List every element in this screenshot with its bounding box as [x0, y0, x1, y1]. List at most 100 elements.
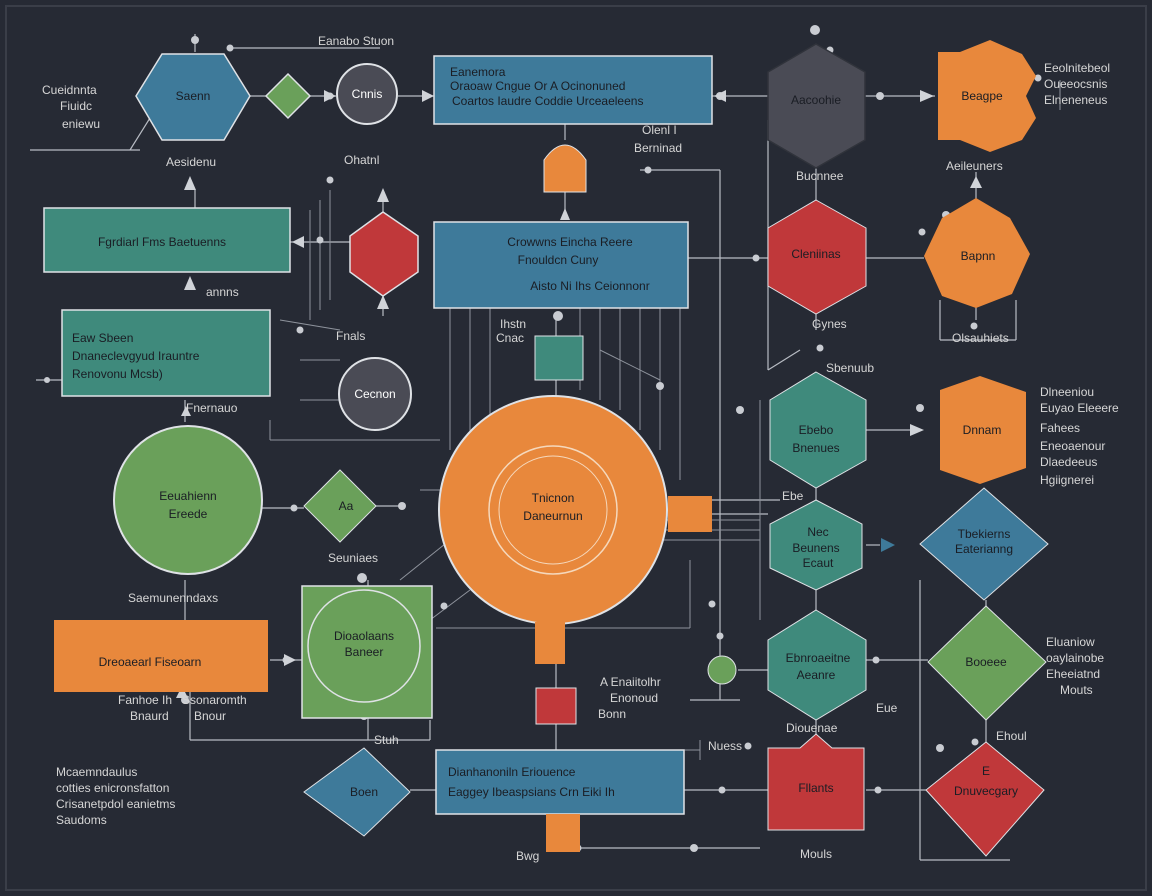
node-label: Dreoaearl Fiseoarn: [99, 655, 202, 669]
node-label: Renovonu Mcsb): [72, 367, 163, 381]
node-box-center[interactable]: Crowwns Eincha Reere Fnouldcn Cuny Aisto…: [433, 221, 689, 309]
node-circle-cecnon[interactable]: Cecnon: [338, 357, 412, 431]
arrow-up-icon: [377, 188, 389, 202]
annotation-label: Aesidenu: [166, 155, 216, 169]
annotation-label: Bwg: [516, 849, 539, 863]
node-tab-orange-bottom: [535, 622, 565, 664]
node-badge-dnnam[interactable]: Dnnam: [940, 376, 1026, 484]
node-label: Eeuahienn: [159, 489, 216, 503]
annotation-label: Fnernauo: [186, 401, 238, 415]
annotation-label: Eue: [876, 701, 898, 715]
node-box-orange-left[interactable]: Dreoaearl Fiseoarn: [54, 620, 268, 692]
annotation-label: Eluaniow: [1046, 635, 1095, 649]
node-label: Dianhanoniln Eriouence: [448, 765, 576, 779]
arrow-left-icon: [292, 236, 304, 248]
node-label: Bnenues: [792, 441, 839, 455]
arrow-right-icon: [910, 424, 924, 436]
annotation-label: Bonn: [598, 707, 626, 721]
annotation-label: Fnals: [336, 329, 365, 343]
annotation-label: eniewu: [62, 117, 100, 131]
node-circle-cnnis[interactable]: Cnnis: [336, 63, 398, 125]
node-hexagon-red[interactable]: [349, 211, 419, 297]
arrow-right-icon: [920, 90, 934, 102]
node-label: Tnicnon: [532, 491, 575, 505]
node-label: Bapnn: [961, 249, 996, 263]
node-circle-green-small[interactable]: [707, 655, 737, 685]
node-octagon-cleniinas[interactable]: Cleniinas: [767, 199, 867, 315]
node-box-top[interactable]: Eanemora Oraoaw Cngue Or A Ocinonuned Co…: [433, 55, 713, 125]
annotation-label: Bnour: [194, 709, 226, 723]
node-label: Aacoohie: [791, 93, 841, 107]
node-diamond-tbekierns[interactable]: Tbekierns Eaterianng: [919, 487, 1049, 601]
node-gate-orange[interactable]: [543, 144, 587, 193]
node-label: Cnnis: [352, 87, 383, 101]
node-block-teal[interactable]: [534, 335, 584, 381]
node-diamond-boen[interactable]: Boen: [303, 747, 411, 837]
node-label: Fgrdiarl Fms Baetuenns: [98, 235, 226, 249]
annotation-label: Elneneneus: [1044, 93, 1107, 107]
node-label: Eaggey Ibeaspsians Crn Eiki Ih: [448, 785, 615, 799]
node-star-bapnn[interactable]: Bapnn: [924, 198, 1030, 308]
annotation-label: Euyao Eleeere: [1040, 401, 1119, 415]
node-square-fllants[interactable]: Fllants: [767, 733, 865, 831]
annotation-label: Olenl I: [642, 123, 677, 137]
annotation-label: Nuess: [708, 739, 742, 753]
annotation-label: Ihstn: [500, 317, 526, 331]
node-label: Cecnon: [354, 387, 395, 401]
node-box-left-2[interactable]: Eaw Sbeen Dnaneclevgyud Irauntre Renovon…: [61, 309, 271, 397]
arrow-up-icon: [184, 276, 196, 290]
annotation-label: Sbenuub: [826, 361, 874, 375]
annotation-label: Eanabo Stuon: [318, 34, 394, 48]
node-octagon-ebnroaeitne[interactable]: Ebnroaeitne Aeanre: [767, 609, 867, 721]
annotation-label: Ohatnl: [344, 153, 379, 167]
node-square-dioaolaans[interactable]: Dioaolaans Baneer: [301, 585, 433, 719]
node-hexagon-saenn[interactable]: Saenn: [135, 53, 251, 141]
node-circle-tnicnon[interactable]: Tnicnon Daneurnun: [438, 395, 668, 625]
node-octagon-ebebo[interactable]: Ebebo Bnenues: [769, 371, 867, 489]
node-box-bottom[interactable]: Dianhanoniln Eriouence Eaggey Ibeaspsian…: [435, 749, 685, 815]
annotation-label: Seuniaes: [328, 551, 378, 565]
annotation-label: annns: [206, 285, 239, 299]
node-label: Dioaolaans: [334, 629, 394, 643]
node-label: Tbekierns: [958, 527, 1011, 541]
annotation-label: Oueeocsnis: [1044, 77, 1107, 91]
arrow-up-icon: [181, 406, 191, 416]
annotation-label: Bucnnee: [796, 169, 844, 183]
node-label: Ecaut: [803, 556, 834, 570]
node-diamond-dnuvecgary[interactable]: E Dnuvecgary: [925, 741, 1045, 857]
annotation-label: Ssonaromth: [182, 693, 247, 707]
annotation-label: Aeileuners: [946, 159, 1003, 173]
annotation-label: Dlaedeeus: [1040, 455, 1097, 469]
node-diamond-booeee[interactable]: Booeee: [927, 605, 1047, 721]
annotations: Eanabo Stuon Cueidnnta Fiuidc eniewu Aes…: [42, 34, 1119, 863]
node-square-red-small[interactable]: [535, 687, 577, 725]
node-star-beagpe[interactable]: Beagpe: [938, 40, 1036, 152]
node-label: Ebebo: [799, 423, 834, 437]
annotation-label: Ebe: [782, 489, 804, 503]
node-octagon-nec[interactable]: Nec Beunens Ecaut: [769, 499, 863, 591]
arrow-right-icon: [422, 90, 434, 102]
node-label: Nec: [807, 525, 828, 539]
node-label: Dnuvecgary: [954, 784, 1018, 798]
node-label: Dnnam: [963, 423, 1002, 437]
annotation-label: Fiuidc: [60, 99, 92, 113]
node-label: Aisto Ni Ihs Ceionnonr: [530, 279, 649, 293]
arrow-up-icon: [560, 208, 570, 220]
node-diamond-aa[interactable]: Aa: [303, 469, 377, 543]
node-label: Cleniinas: [791, 247, 840, 261]
node-label: Beunens: [792, 541, 839, 555]
annotation-label: cotties enicronsfatton: [56, 781, 169, 795]
node-label: Daneurnun: [523, 509, 582, 523]
annotation-label: A Enaiitolhr: [600, 675, 661, 689]
node-circle-eeuahienn[interactable]: Eeuahienn Ereede: [113, 425, 263, 575]
arrow-right-icon: [284, 654, 296, 666]
node-tab-orange-lower: [546, 814, 580, 852]
node-box-left-1[interactable]: Fgrdiarl Fms Baetuenns: [43, 207, 291, 273]
arrow-left-icon: [714, 90, 726, 102]
node-label: Ereede: [169, 507, 208, 521]
node-octagon-aacoohie[interactable]: Aacoohie: [767, 43, 866, 169]
node-label: Eaterianng: [955, 542, 1013, 556]
node-label: Beagpe: [961, 89, 1003, 103]
node-diamond-small-green[interactable]: [264, 72, 312, 120]
annotation-label: Ehoul: [996, 729, 1027, 743]
